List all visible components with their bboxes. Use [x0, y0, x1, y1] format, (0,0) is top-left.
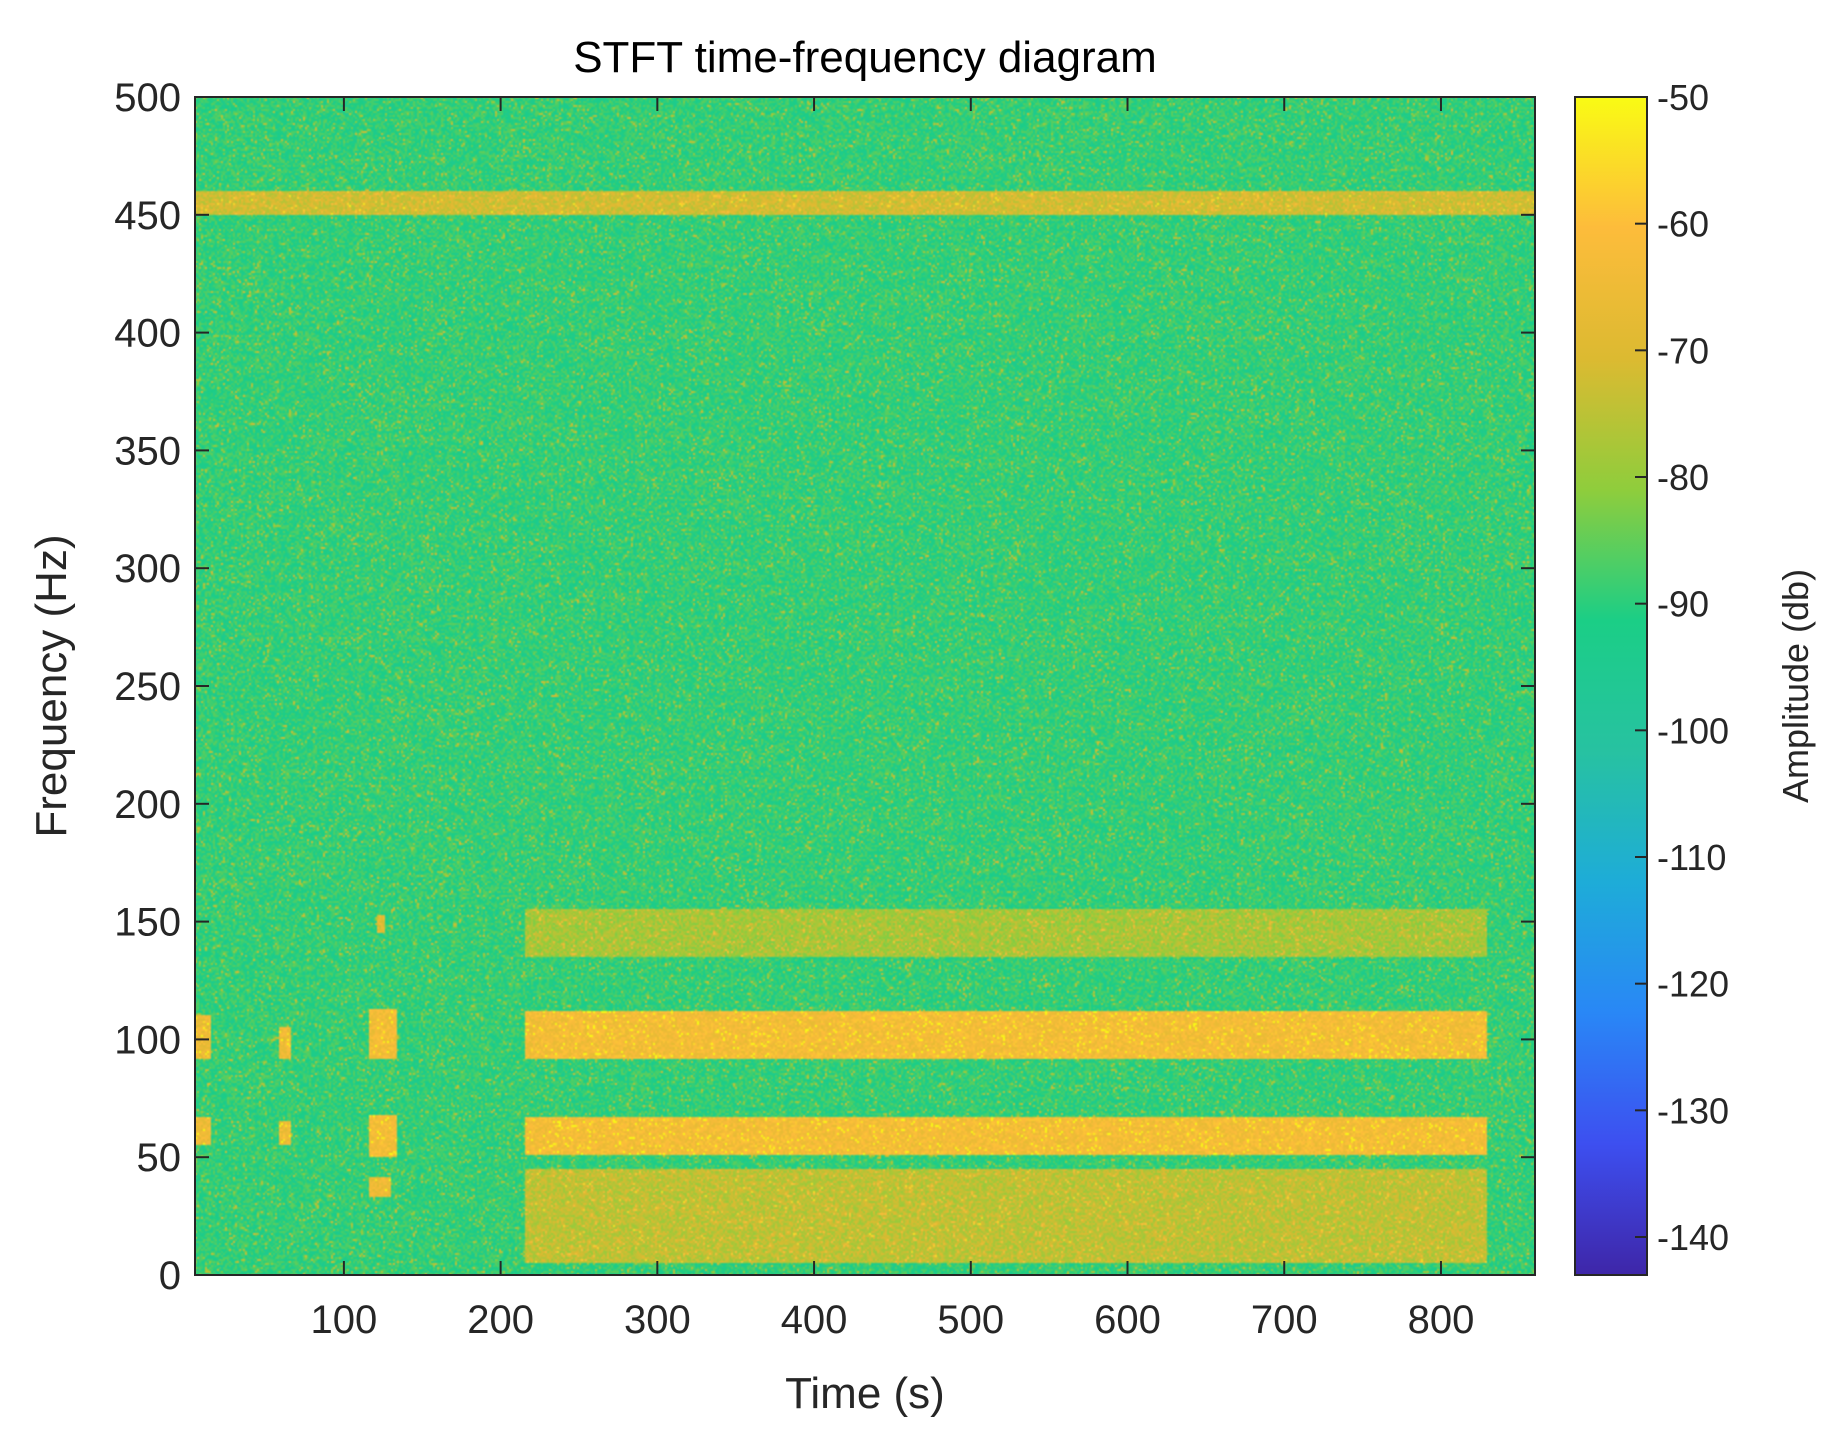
colorbar-tick-label: -60	[1657, 204, 1709, 245]
plot-area: 100 200 300 400 500 600 700 800 0 50 100 150 200 250…	[114, 76, 1536, 1342]
colorbar-tick-label: -130	[1657, 1090, 1729, 1131]
colorbar-tick-label: -140	[1657, 1217, 1729, 1258]
x-axis-label: Time (s)	[785, 1369, 945, 1418]
colorbar-tick-label: -50	[1657, 77, 1709, 118]
y-tick-label: 300	[114, 547, 181, 591]
y-axis-ticks: 0 50 100 150 200 250 300 350 400 450 500	[114, 76, 1535, 1298]
x-axis-ticks: 100 200 300 400 500 600 700 800	[311, 97, 1475, 1342]
plot-frame	[194, 96, 1536, 1276]
x-tick-label: 200	[467, 1298, 534, 1342]
colorbar-frame	[1574, 96, 1648, 1276]
colorbar-tick-label: -90	[1657, 584, 1709, 625]
colorbar-ticks: -50 -60 -70 -80 -90 -100 -110 -120 -130 -140	[1635, 77, 1729, 1258]
y-tick-label: 500	[114, 76, 181, 120]
heatmap-image	[195, 97, 1535, 1275]
y-tick-label: 0	[159, 1254, 181, 1298]
colorbar-strip	[1575, 97, 1647, 1275]
colorbar-tick-label: -70	[1657, 330, 1709, 371]
y-tick-label: 450	[114, 194, 181, 238]
y-tick-label: 200	[114, 783, 181, 827]
colorbar-tick-label: -80	[1657, 457, 1709, 498]
x-tick-label: 100	[311, 1298, 378, 1342]
x-tick-label: 800	[1408, 1298, 1475, 1342]
y-tick-label: 50	[137, 1136, 182, 1180]
y-tick-label: 250	[114, 665, 181, 709]
x-tick-label: 700	[1251, 1298, 1318, 1342]
y-axis-label: Frequency (Hz)	[27, 534, 76, 837]
x-tick-label: 500	[937, 1298, 1004, 1342]
chart-title: STFT time-frequency diagram	[573, 33, 1157, 82]
colorbar-label: Amplitude (db)	[1775, 569, 1816, 803]
x-tick-label: 300	[624, 1298, 691, 1342]
colorbar-tick-label: -110	[1657, 837, 1726, 878]
y-tick-label: 350	[114, 429, 181, 473]
colorbar: -50 -60 -70 -80 -90 -100 -110 -120 -130 -140	[1574, 77, 1729, 1276]
y-tick-label: 100	[114, 1018, 181, 1062]
colorbar-tick-label: -100	[1657, 710, 1729, 751]
y-tick-label: 150	[114, 901, 181, 945]
y-tick-label: 400	[114, 312, 181, 356]
x-tick-label: 600	[1094, 1298, 1161, 1342]
x-tick-label: 400	[781, 1298, 848, 1342]
colorbar-tick-label: -120	[1657, 964, 1729, 1005]
